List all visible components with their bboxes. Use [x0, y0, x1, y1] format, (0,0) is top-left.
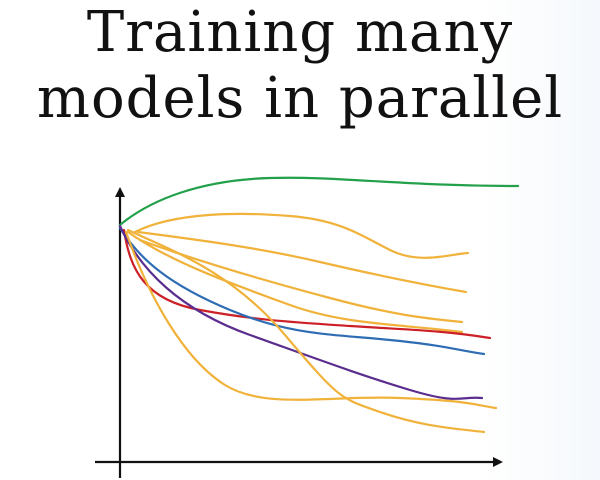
curve-green — [118, 176, 520, 227]
curve-orange-4 — [126, 230, 464, 334]
curve-blue — [118, 226, 486, 356]
curve-orange-2 — [136, 230, 468, 294]
curve-orange-3 — [138, 238, 464, 324]
curve-purple — [118, 224, 484, 400]
title-line-2: models in parallel — [36, 66, 564, 131]
curve-orange-5 — [124, 230, 498, 410]
curve-orange-1 — [133, 212, 470, 259]
curves-group — [118, 176, 520, 434]
curve-orange-6 — [126, 228, 486, 434]
slide-title: Training many models in parallel — [0, 0, 600, 132]
title-line-1: Training many — [86, 0, 514, 65]
